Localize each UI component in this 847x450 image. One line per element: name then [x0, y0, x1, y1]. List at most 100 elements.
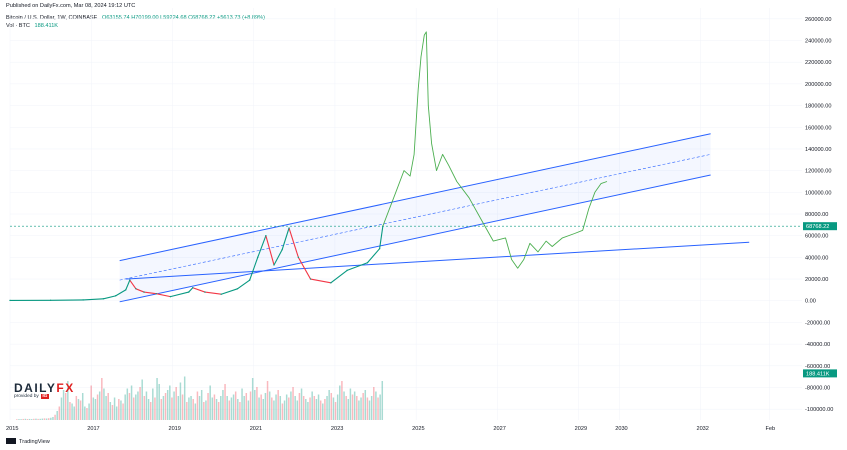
volume-bar: [241, 388, 243, 420]
y-tick-label: 260000.00: [805, 17, 831, 23]
volume-bar: [149, 402, 152, 420]
volume-bar: [67, 381, 69, 420]
volume-bar: [247, 400, 250, 420]
volume-bar: [194, 403, 197, 420]
volume-bar: [28, 418, 31, 420]
volume-bar: [47, 418, 50, 420]
volume-bar: [275, 394, 277, 420]
volume-bar: [115, 406, 118, 420]
volume-bar: [84, 406, 86, 420]
volume-bar: [285, 394, 288, 420]
symbol-title: Bitcoin / U.S. Dollar, 1W, COINBASE: [6, 15, 98, 21]
volume-bar: [345, 396, 347, 420]
volume-bar: [292, 387, 294, 420]
volume-bar: [207, 393, 209, 420]
volume-bar: [377, 397, 379, 420]
volume-bar: [26, 419, 29, 420]
volume-bar: [302, 396, 305, 420]
volume-bar: [379, 394, 381, 420]
volume-bar: [322, 403, 324, 420]
volume-bar: [60, 397, 63, 420]
y-tick-label: -100000.00: [805, 407, 833, 413]
current-price-badge-text: 68768.22: [806, 224, 829, 230]
volume-bar: [266, 381, 269, 420]
volume-bar: [160, 399, 163, 420]
volume-bar: [33, 418, 35, 420]
price-segment: [379, 226, 384, 249]
price-segment: [192, 287, 206, 293]
volume-bar: [94, 399, 97, 420]
volume-bar: [364, 390, 367, 420]
volume-bar: [305, 399, 307, 420]
volume-bar: [273, 400, 275, 420]
channel-band: [119, 133, 711, 302]
volume-bar: [313, 396, 316, 420]
volume-bar: [198, 396, 201, 420]
y-tick-label: 20000.00: [805, 277, 828, 283]
price-segment: [143, 291, 157, 295]
volume-bar: [368, 400, 371, 420]
price-segment: [297, 257, 312, 280]
price-point: [236, 288, 239, 290]
volume-bar: [86, 408, 88, 420]
volume-bar: [315, 399, 318, 420]
volume-bar: [205, 400, 207, 420]
channel-fill: [119, 133, 711, 302]
volume-bar: [309, 397, 311, 420]
volume-legend[interactable]: Vol · BTC 188.411K: [6, 23, 61, 29]
volume-bar: [356, 396, 358, 420]
volume-bar: [141, 379, 143, 420]
y-tick-label: -20000.00: [805, 320, 830, 326]
volume-bar: [113, 397, 116, 420]
price-series: [9, 31, 608, 302]
volume-bar: [211, 397, 214, 420]
tradingview-attribution[interactable]: TradingView: [6, 438, 50, 445]
trend-lines: [119, 133, 750, 303]
volume-bar: [283, 400, 286, 420]
price-segment: [170, 291, 189, 298]
price-point: [281, 249, 283, 251]
price-segment: [83, 298, 104, 301]
volume-bar: [20, 419, 22, 420]
price-point: [135, 288, 137, 290]
y-tick-label: 40000.00: [805, 255, 828, 261]
volume-bar: [373, 387, 375, 420]
volume-bar: [181, 394, 184, 420]
price-point: [188, 291, 190, 293]
volume-bar: [71, 403, 73, 420]
price-segment: [310, 278, 331, 284]
volume-bar: [118, 399, 120, 420]
volume-bar: [122, 403, 124, 420]
price-segment: [156, 293, 171, 298]
price-segment: [281, 227, 290, 250]
price-segment: [221, 288, 238, 295]
price-point: [125, 289, 127, 291]
volume-badge: 188.411K: [803, 369, 837, 378]
volume-bar: [326, 396, 328, 420]
volume-bar: [203, 402, 205, 420]
price-point: [330, 282, 332, 284]
volume-bar: [183, 376, 186, 420]
ohlc-values: O63155.74 H70199.00 L59224.68 C68768.22 …: [101, 15, 265, 21]
volume-bar: [319, 400, 322, 420]
volume-bar: [328, 390, 330, 420]
volume-bar: [154, 397, 156, 420]
volume-bar: [281, 403, 284, 420]
symbol-legend[interactable]: Bitcoin / U.S. Dollar, 1W, COINBASE O631…: [6, 15, 268, 21]
volume-bar: [188, 397, 190, 420]
volume-bar: [213, 394, 216, 420]
volume-bar: [50, 417, 52, 420]
volume-bar: [101, 378, 103, 420]
volume-bar: [279, 396, 282, 420]
price-point: [82, 299, 84, 301]
volume-bar: [239, 402, 241, 420]
y-tick-label: 220000.00: [805, 60, 831, 66]
volume-bar: [98, 391, 101, 420]
volume-bar: [277, 390, 279, 420]
volume-bar: [230, 397, 233, 420]
volume-bar: [209, 385, 211, 420]
volume-bar: [39, 418, 41, 420]
volume-bar: [175, 387, 177, 420]
volume-bar: [343, 391, 345, 420]
